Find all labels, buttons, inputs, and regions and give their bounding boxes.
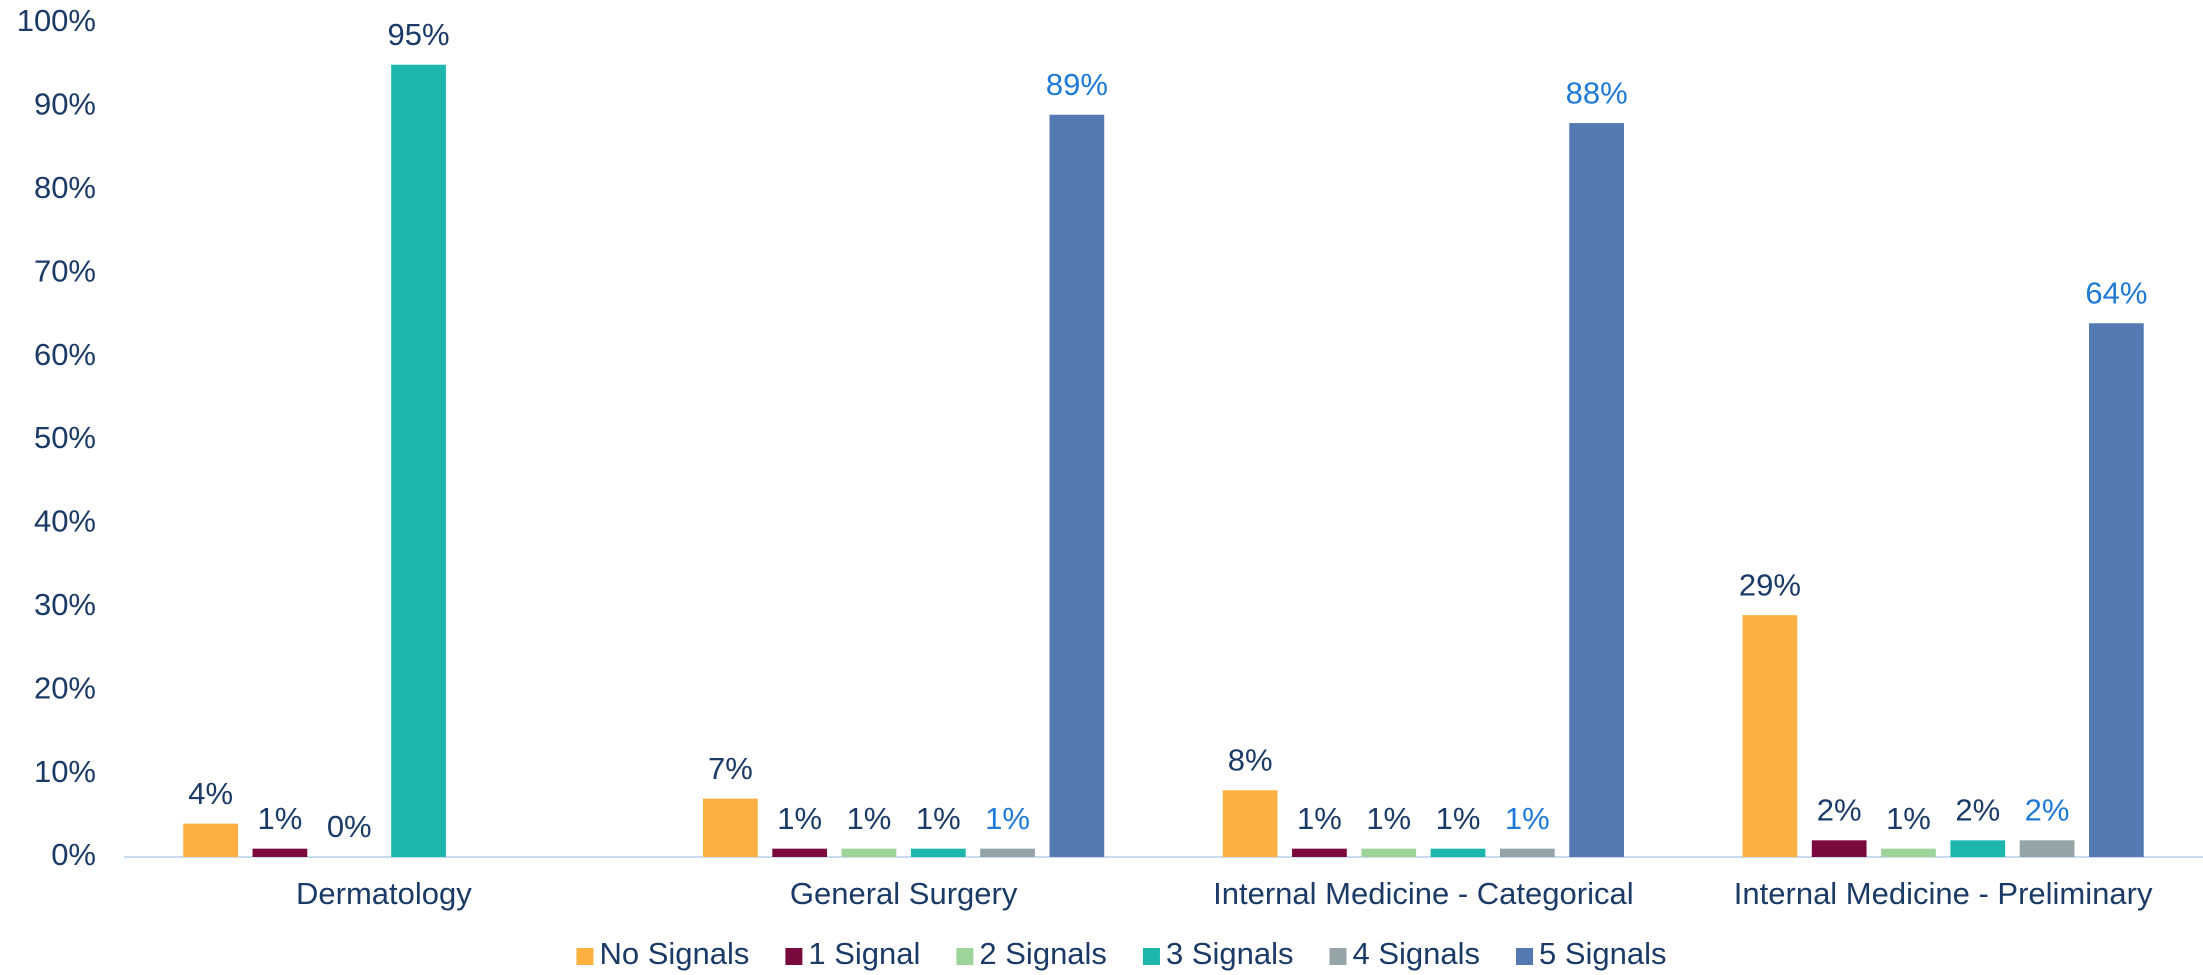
data-label: 1% xyxy=(916,801,961,836)
legend-label: 5 Signals xyxy=(1539,936,1667,971)
data-label: 88% xyxy=(1566,75,1628,110)
bar xyxy=(1569,123,1624,857)
data-label: 1% xyxy=(1436,801,1481,836)
legend-label: 1 Signal xyxy=(808,936,920,971)
bar xyxy=(252,848,308,857)
data-label: 4% xyxy=(188,776,233,811)
data-label: 1% xyxy=(1297,801,1342,836)
data-label: 1% xyxy=(1886,801,1931,836)
data-label: 95% xyxy=(388,17,450,52)
bar xyxy=(841,848,897,857)
legend-swatch xyxy=(956,948,974,965)
bar xyxy=(2019,840,2075,857)
bar xyxy=(910,848,966,857)
y-tick-label: 50% xyxy=(34,420,96,455)
data-label: 1% xyxy=(258,801,303,836)
bar xyxy=(1881,848,1936,857)
data-label: 8% xyxy=(1228,742,1273,777)
data-label: 29% xyxy=(1739,567,1801,602)
bar xyxy=(183,823,238,857)
x-tick-label: Internal Medicine - Categorical xyxy=(1213,876,1633,911)
bar xyxy=(391,64,446,857)
legend-swatch xyxy=(1142,948,1160,965)
bar xyxy=(1222,790,1278,857)
legend-label: 3 Signals xyxy=(1166,936,1294,971)
legend-label: 4 Signals xyxy=(1352,936,1480,971)
legend-swatch xyxy=(785,948,803,965)
bar xyxy=(1361,848,1417,857)
x-tick-label: Dermatology xyxy=(296,876,472,911)
bar xyxy=(1499,848,1555,857)
bar xyxy=(980,848,1035,857)
bar xyxy=(772,848,828,857)
y-tick-label: 10% xyxy=(34,754,96,789)
y-tick-label: 30% xyxy=(34,587,96,622)
bar xyxy=(1811,840,1867,857)
data-label: 0% xyxy=(327,809,372,844)
bar xyxy=(2089,323,2144,857)
data-label: 7% xyxy=(708,751,753,786)
bar xyxy=(1950,840,2006,857)
legend-label: 2 Signals xyxy=(979,936,1107,971)
legend-swatch xyxy=(1329,948,1347,965)
x-tick-label: Internal Medicine - Preliminary xyxy=(1734,876,2153,911)
y-tick-label: 0% xyxy=(51,837,96,872)
bar xyxy=(703,798,758,857)
legend-swatch xyxy=(1516,948,1534,965)
y-tick-label: 60% xyxy=(34,337,96,372)
legend-label: No Signals xyxy=(599,936,749,971)
y-tick-label: 100% xyxy=(17,3,96,38)
y-tick-label: 70% xyxy=(34,253,96,288)
data-label: 1% xyxy=(777,801,822,836)
bar xyxy=(1430,848,1486,857)
bar xyxy=(1742,615,1798,857)
data-label: 64% xyxy=(2085,275,2147,310)
data-label: 1% xyxy=(1505,801,1550,836)
legend-swatch xyxy=(576,948,594,965)
bar xyxy=(1292,848,1347,857)
y-tick-label: 20% xyxy=(34,670,96,705)
y-tick-label: 80% xyxy=(34,170,96,205)
y-tick-label: 90% xyxy=(34,87,96,122)
bar xyxy=(1049,114,1105,858)
y-tick-label: 40% xyxy=(34,504,96,539)
data-label: 2% xyxy=(2025,793,2070,828)
data-label: 1% xyxy=(1366,801,1411,836)
data-label: 1% xyxy=(847,801,892,836)
data-label: 2% xyxy=(1955,793,2000,828)
data-label: 2% xyxy=(1817,793,1862,828)
data-label: 89% xyxy=(1046,67,1108,102)
x-tick-label: General Surgery xyxy=(790,876,1018,911)
data-label: 1% xyxy=(985,801,1030,836)
